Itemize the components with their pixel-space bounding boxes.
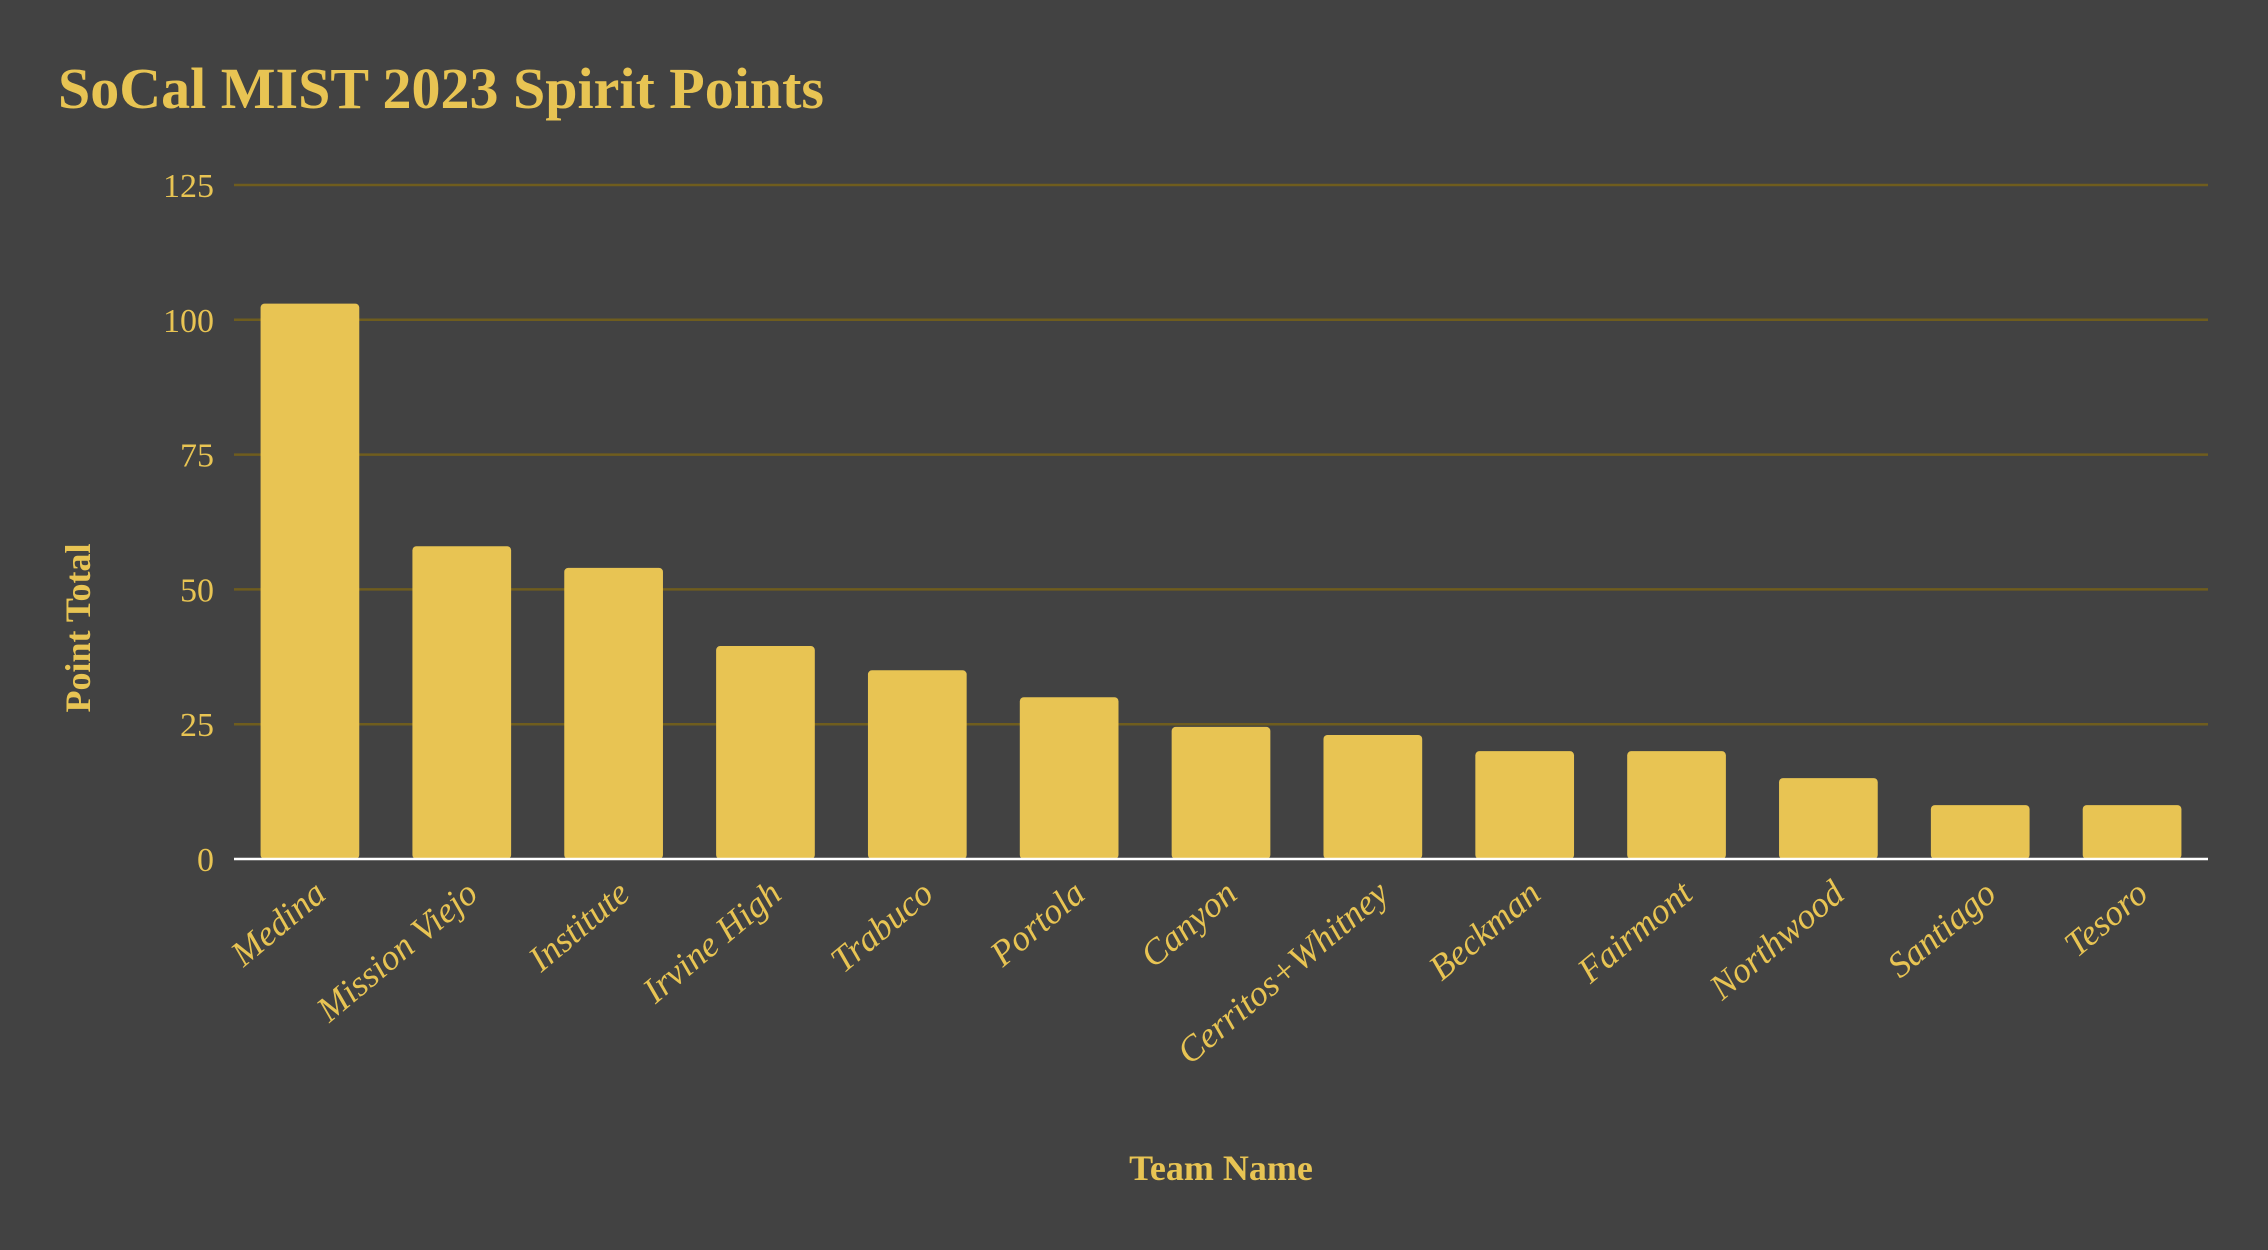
bar-canyon [1171, 726, 1271, 859]
y-tick-label: 75 [180, 438, 214, 475]
y-axis-label: Point Total [58, 543, 98, 712]
y-tick-label: 100 [163, 303, 214, 340]
bar-santiago [1930, 805, 2030, 859]
bar-cerritos-whitney [1323, 734, 1423, 859]
x-axis-label: Team Name [1129, 1148, 1313, 1188]
gridlines [234, 183, 2208, 726]
bar-portola [1019, 697, 1119, 859]
y-tick-label: 50 [180, 572, 214, 609]
chart-title: SoCal MIST 2023 Spirit Points [58, 56, 824, 121]
bar-institute [564, 567, 663, 859]
bar-northwood [1779, 778, 1878, 859]
y-tick-label: 125 [163, 168, 214, 205]
bar-beckman [1475, 751, 1575, 859]
y-tick-label: 0 [197, 842, 214, 879]
bar-mission-viejo [412, 546, 512, 859]
bar-tesoro [2082, 805, 2182, 859]
bar-irvine-high [716, 646, 815, 859]
bars [260, 303, 2182, 859]
y-tick-labels: 0 25 50 75 100 125 [163, 168, 214, 879]
bar-fairmont [1627, 751, 1726, 859]
bar-trabuco [867, 670, 967, 859]
y-tick-label: 25 [180, 707, 214, 744]
bar-medina [260, 303, 360, 859]
